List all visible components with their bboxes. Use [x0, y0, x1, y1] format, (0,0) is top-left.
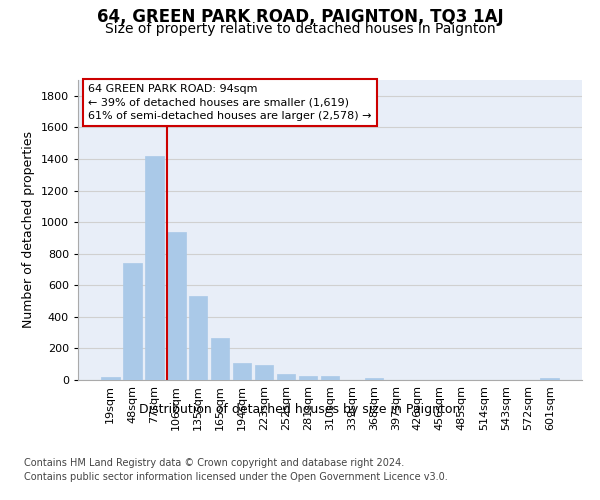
Bar	[123, 263, 142, 380]
Bar	[541, 378, 559, 380]
Y-axis label: Number of detached properties: Number of detached properties	[22, 132, 35, 328]
Bar	[101, 377, 119, 380]
Text: Size of property relative to detached houses in Paignton: Size of property relative to detached ho…	[104, 22, 496, 36]
Text: Contains public sector information licensed under the Open Government Licence v3: Contains public sector information licen…	[24, 472, 448, 482]
Text: Distribution of detached houses by size in Paignton: Distribution of detached houses by size …	[139, 402, 461, 415]
Bar	[145, 156, 164, 380]
Text: 64, GREEN PARK ROAD, PAIGNTON, TQ3 1AJ: 64, GREEN PARK ROAD, PAIGNTON, TQ3 1AJ	[97, 8, 503, 26]
Bar	[255, 365, 274, 380]
Bar	[365, 378, 383, 380]
Text: 64 GREEN PARK ROAD: 94sqm
← 39% of detached houses are smaller (1,619)
61% of se: 64 GREEN PARK ROAD: 94sqm ← 39% of detac…	[88, 84, 371, 121]
Bar	[299, 376, 317, 380]
Bar	[211, 338, 229, 380]
Bar	[167, 232, 185, 380]
Bar	[233, 364, 251, 380]
Bar	[277, 374, 295, 380]
Bar	[189, 296, 208, 380]
Bar	[320, 376, 340, 380]
Text: Contains HM Land Registry data © Crown copyright and database right 2024.: Contains HM Land Registry data © Crown c…	[24, 458, 404, 468]
